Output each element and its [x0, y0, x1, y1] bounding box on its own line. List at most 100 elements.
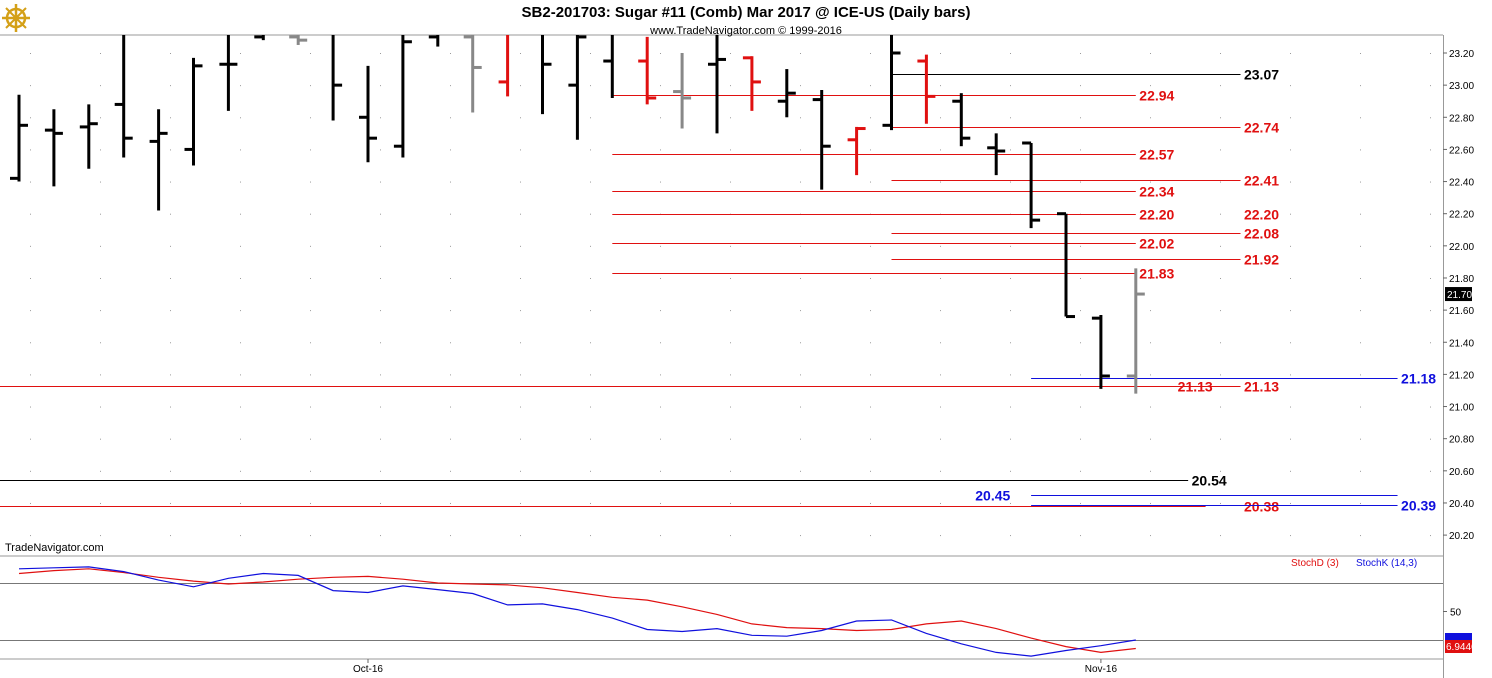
grid-dot [590, 181, 591, 183]
level-label: 22.02 [1139, 236, 1174, 252]
grid-dot [1430, 502, 1431, 504]
grid-dot [380, 213, 381, 215]
grid-dot [800, 374, 801, 376]
grid-dot [870, 406, 871, 408]
grid-dot [1360, 470, 1361, 472]
grid-dot [100, 374, 101, 376]
grid-dot [1010, 374, 1011, 376]
grid-dot [520, 213, 521, 215]
grid-dot [1360, 342, 1361, 344]
level-label: 20.38 [1244, 499, 1279, 515]
grid-dot [520, 85, 521, 87]
grid-dot [240, 535, 241, 537]
ohlc-bar [847, 126, 866, 176]
grid-dot [450, 277, 451, 279]
grid-dot [30, 342, 31, 344]
grid-dot [100, 438, 101, 440]
grid-dot [870, 502, 871, 504]
grid-dot [590, 277, 591, 279]
grid-dot [520, 310, 521, 312]
grid-dot [800, 181, 801, 183]
grid-dot [590, 342, 591, 344]
level-label: 21.13 [1244, 379, 1279, 395]
grid-dot [520, 342, 521, 344]
grid-dot [800, 535, 801, 537]
grid-dot [1010, 535, 1011, 537]
level-label: 22.94 [1139, 88, 1174, 104]
grid-dot [800, 245, 801, 247]
grid-dot [380, 53, 381, 54]
grid-dot [1360, 406, 1361, 408]
grid-dot [240, 149, 241, 151]
grid-dot [380, 438, 381, 440]
grid-dot [730, 117, 731, 119]
grid-dot [1080, 374, 1081, 376]
grid-dot [100, 535, 101, 537]
grid-dot [1430, 53, 1431, 54]
grid-dot [100, 53, 101, 54]
ohlc-bar [777, 69, 796, 118]
grid-dot [1080, 277, 1081, 279]
grid-dot [800, 438, 801, 440]
grid-dot [240, 502, 241, 504]
price-tick-label: 22.80 [1449, 113, 1474, 124]
grid-dot [1430, 245, 1431, 247]
grid-dot [1430, 374, 1431, 376]
grid-dot [1150, 277, 1151, 279]
grid-dot [310, 502, 311, 504]
grid-dot [940, 470, 941, 472]
grid-dot [1290, 310, 1291, 312]
grid-dot [450, 310, 451, 312]
grid-dot [940, 310, 941, 312]
grid-dot [100, 181, 101, 183]
grid-dot [100, 406, 101, 408]
grid-dot [940, 342, 941, 344]
grid-dot [730, 406, 731, 408]
grid-dot [1010, 149, 1011, 151]
grid-dot [520, 277, 521, 279]
level-label: 22.08 [1244, 226, 1279, 242]
ohlc-bar [638, 36, 657, 105]
grid-dot [380, 181, 381, 183]
grid-dot [310, 374, 311, 376]
grid-dot [310, 149, 311, 151]
level-label: 20.45 [975, 488, 1010, 504]
grid-dot [520, 535, 521, 537]
stoch-tick-label: 50 [1450, 608, 1462, 619]
grid-dot [380, 85, 381, 87]
grid-dot [380, 245, 381, 247]
grid-dot [1220, 181, 1221, 183]
grid-dot [870, 342, 871, 344]
grid-dot [590, 502, 591, 504]
grid-dot [870, 374, 871, 376]
grid-dot [450, 85, 451, 87]
grid-dot [1080, 310, 1081, 312]
grid-dot [1430, 470, 1431, 472]
grid-dot [730, 181, 731, 183]
grid-dot [310, 245, 311, 247]
grid-dot [800, 277, 801, 279]
grid-dot [450, 342, 451, 344]
grid-dot [310, 117, 311, 119]
ohlc-bar [10, 94, 28, 182]
grid-dot [940, 438, 941, 440]
grid-dot [1360, 277, 1361, 279]
grid-dot [170, 374, 171, 376]
grid-dot [1080, 470, 1081, 472]
grid-dot [730, 342, 731, 344]
level-label: 21.13 [1178, 379, 1213, 395]
grid-dot [1220, 277, 1221, 279]
ohlc-bar [149, 109, 168, 211]
ohlc-bar [289, 35, 308, 45]
grid-dot [30, 406, 31, 408]
grid-dot [1010, 502, 1011, 504]
grid-dot [590, 117, 591, 119]
grid-dot [590, 149, 591, 151]
ohlc-bar [952, 93, 971, 147]
level-label: 22.74 [1244, 120, 1279, 136]
stoch-series-line [18, 568, 1136, 654]
grid-dot [1150, 310, 1151, 312]
grid-dot [310, 342, 311, 344]
grid-dot [1360, 535, 1361, 537]
